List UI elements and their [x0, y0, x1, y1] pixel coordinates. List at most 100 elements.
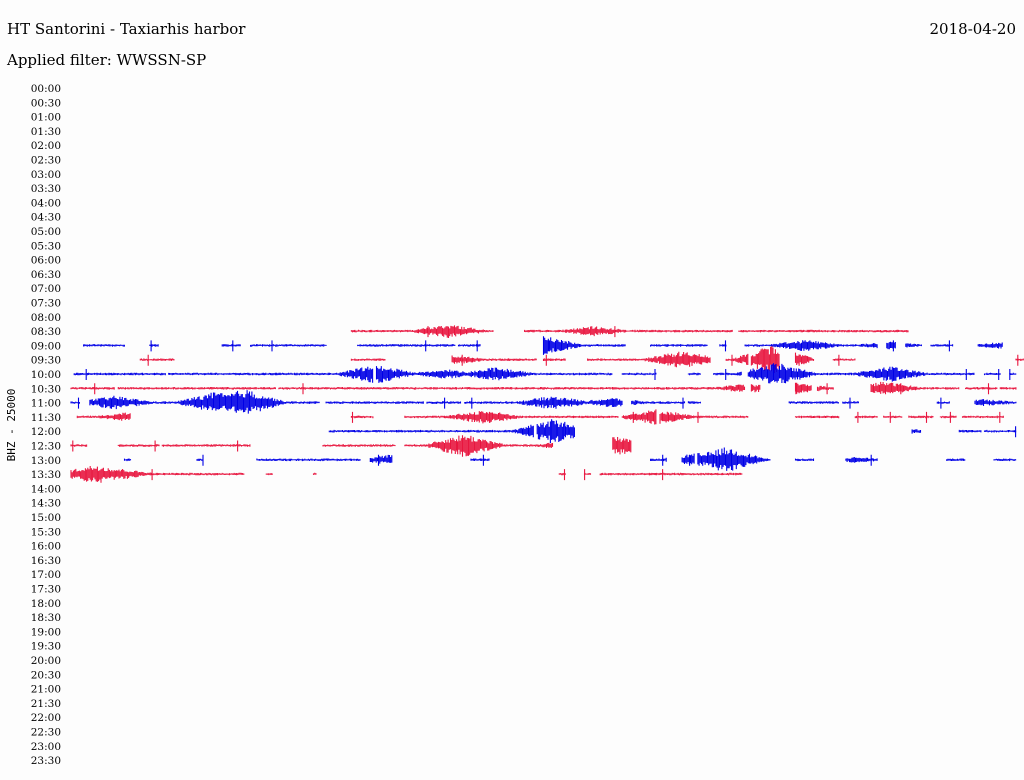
- trace-segment: [999, 387, 1017, 390]
- trace-segment: [697, 447, 771, 471]
- time-label: 02:00: [31, 140, 61, 152]
- time-label: 22:30: [31, 727, 61, 739]
- time-label: 03:30: [31, 183, 61, 195]
- time-label: 08:30: [31, 326, 61, 338]
- time-label: 09:00: [31, 340, 61, 352]
- time-label: 04:00: [31, 197, 61, 209]
- trace-segment: [961, 411, 1004, 423]
- time-label: 19:00: [31, 626, 61, 638]
- trace-segment: [687, 372, 701, 376]
- time-label: 05:00: [31, 226, 61, 238]
- time-label: 01:30: [31, 126, 61, 138]
- trace-segment: [558, 469, 566, 481]
- time-label: 12:30: [31, 441, 61, 453]
- time-label: 06:30: [31, 269, 61, 281]
- time-label: 23:00: [31, 741, 61, 753]
- trace-segment: [713, 369, 742, 380]
- trace-segment: [357, 340, 456, 352]
- trace-segment: [965, 383, 998, 395]
- time-label: 04:30: [31, 212, 61, 224]
- time-label: 22:00: [31, 712, 61, 724]
- trace-segment: [583, 469, 592, 481]
- trace-segment: [983, 426, 1017, 438]
- trace-segment: [631, 397, 686, 409]
- trace-segment: [794, 352, 815, 366]
- trace-row: [328, 419, 1017, 444]
- trace-segment: [221, 340, 241, 352]
- trace-segment: [936, 397, 950, 409]
- y-axis-label: BHZ - 25000: [5, 389, 18, 462]
- trace-row: [83, 336, 1003, 355]
- time-label: 02:30: [31, 155, 61, 167]
- time-label: 20:30: [31, 669, 61, 681]
- time-label: 16:30: [31, 555, 61, 567]
- trace-row: [139, 346, 1024, 374]
- trace-segment: [939, 411, 957, 423]
- trace-segment: [681, 453, 695, 466]
- trace-segment: [350, 411, 374, 423]
- trace-segment: [993, 458, 1017, 462]
- trace-segment: [719, 340, 727, 352]
- page-title: HT Santorini - Taxiarhis harbor: [7, 20, 246, 38]
- trace-segment: [350, 358, 386, 361]
- trace-segment: [70, 466, 245, 483]
- trace-segment: [278, 383, 746, 395]
- time-label: 17:30: [31, 584, 61, 596]
- trace-segment: [983, 369, 1001, 380]
- trace-segment: [886, 340, 896, 352]
- trace-segment: [196, 454, 204, 466]
- time-label: 10:00: [31, 369, 61, 381]
- time-label: 00:00: [31, 83, 61, 95]
- trace-segment: [1015, 354, 1024, 366]
- trace-segment: [139, 354, 175, 366]
- trace-segment: [89, 390, 320, 414]
- trace-segment: [426, 397, 462, 409]
- time-label: 10:30: [31, 383, 61, 395]
- trace-segment: [168, 366, 374, 383]
- trace-group: [70, 325, 1024, 483]
- time-label: 12:00: [31, 426, 61, 438]
- trace-row: [70, 466, 743, 483]
- trace-segment: [312, 472, 317, 475]
- trace-row: [123, 447, 1017, 471]
- trace-segment: [621, 409, 657, 425]
- time-label: 06:00: [31, 255, 61, 267]
- time-label: 15:30: [31, 526, 61, 538]
- trace-segment: [911, 429, 922, 434]
- trace-segment: [659, 411, 749, 424]
- trace-segment: [322, 444, 396, 447]
- trace-segment: [1009, 369, 1017, 380]
- trace-segment: [974, 399, 1017, 406]
- trace-segment: [328, 424, 534, 438]
- time-label: 20:00: [31, 655, 61, 667]
- trace-row: [350, 325, 909, 338]
- trace-segment: [587, 351, 711, 368]
- trace-segment: [832, 354, 856, 366]
- trace-row: [70, 390, 1017, 414]
- trace-segment: [930, 340, 954, 352]
- trace-segment: [70, 383, 115, 395]
- trace-segment: [375, 366, 613, 383]
- trace-segment: [747, 363, 975, 384]
- trace-segment: [687, 401, 701, 404]
- trace-segment: [750, 346, 780, 374]
- trace-segment: [83, 344, 125, 347]
- trace-segment: [946, 458, 966, 461]
- trace-row: [70, 435, 632, 457]
- time-label: 19:30: [31, 641, 61, 653]
- time-label: 18:00: [31, 598, 61, 610]
- time-label: 13:00: [31, 455, 61, 467]
- trace-segment: [524, 326, 733, 338]
- trace-segment: [794, 458, 815, 462]
- time-label: 21:00: [31, 684, 61, 696]
- trace-row: [73, 363, 1017, 384]
- trace-segment: [256, 458, 361, 462]
- trace-segment: [788, 401, 839, 404]
- trace-segment: [816, 383, 834, 395]
- trace-row: [76, 409, 1004, 425]
- trace-segment: [794, 415, 840, 419]
- filter-label: Applied filter: WWSSN-SP: [7, 51, 207, 69]
- time-label: 14:30: [31, 498, 61, 510]
- time-labels: 00:00 00:30 01:00 01:30 02:00 02:30 03:00 03:30…: [31, 83, 61, 767]
